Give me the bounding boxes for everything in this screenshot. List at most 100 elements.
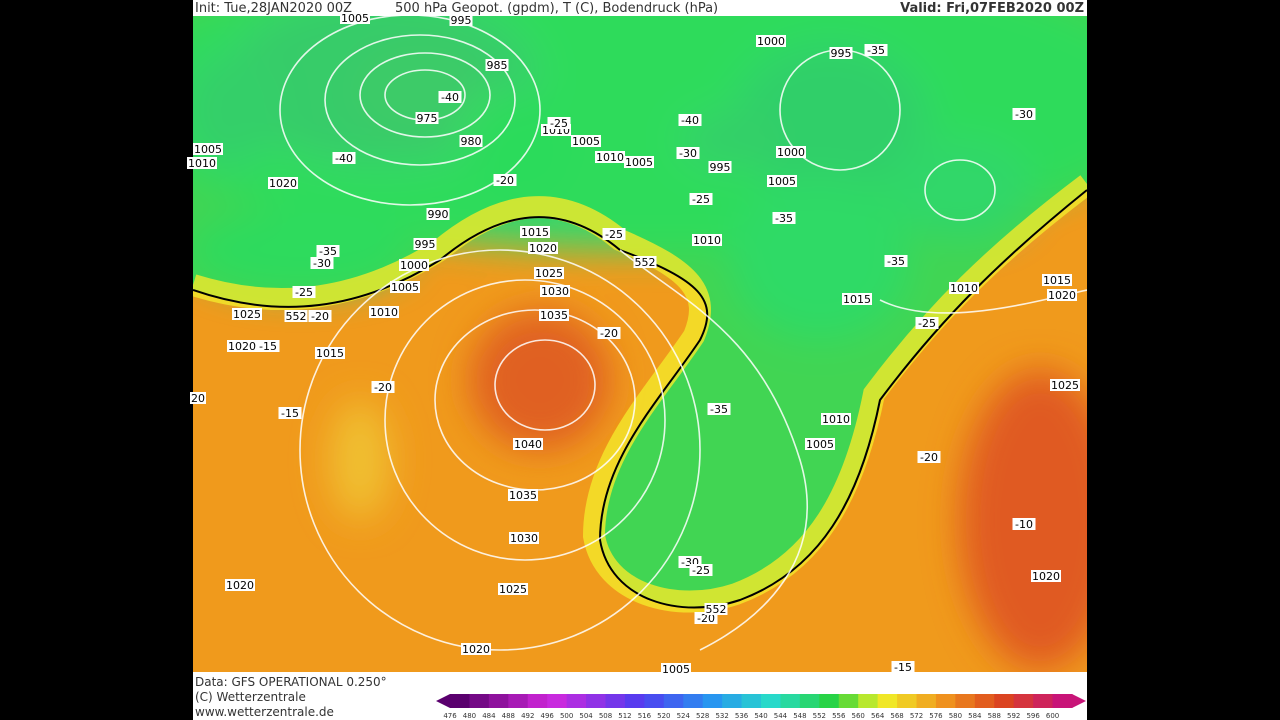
colorbar-tick: 492	[521, 712, 534, 720]
label-box	[508, 489, 538, 501]
map-label: 995	[415, 238, 436, 251]
label-box	[534, 267, 564, 279]
map-label: -15	[281, 407, 299, 420]
colorbar-tick: 596	[1026, 712, 1040, 720]
label-box	[692, 234, 722, 246]
label-box	[399, 259, 429, 271]
label-box	[315, 347, 345, 359]
colorbar-tick: 488	[502, 712, 515, 720]
colorbar-swatch	[586, 694, 606, 708]
colorbar-tick: 532	[715, 712, 728, 720]
label-box	[917, 451, 941, 463]
label-box	[772, 212, 796, 224]
label-box	[689, 564, 713, 576]
colorbar-tick: 588	[988, 712, 1001, 720]
map-label: -25	[605, 228, 623, 241]
label-box	[571, 135, 601, 147]
label-box	[891, 661, 915, 673]
label-box	[633, 256, 657, 268]
colorbar: 476 480 484 488 492 496 500 504 508 512 516 520 524 5…	[436, 694, 1086, 720]
label-box	[369, 306, 399, 318]
colorbar-swatch	[683, 694, 704, 708]
label-box	[842, 293, 872, 305]
label-box	[390, 281, 420, 293]
footer-url: www.wetterzentrale.de	[195, 705, 334, 719]
colorbar-tick: 536	[735, 712, 749, 720]
map-label: -35	[710, 403, 728, 416]
colorbar-tick: 592	[1007, 712, 1020, 720]
label-box	[1047, 289, 1077, 301]
label-box	[371, 381, 395, 393]
map-label: 1025	[499, 583, 527, 596]
label-box	[520, 226, 550, 238]
colorbar-swatch	[838, 694, 859, 708]
label-box	[426, 208, 450, 220]
colorbar-tick: 584	[968, 712, 982, 720]
label-box	[1042, 274, 1072, 286]
colorbar-tick: 580	[949, 712, 962, 720]
label-box	[413, 238, 437, 250]
label-box	[1012, 518, 1036, 530]
colorbar-tick: 600	[1046, 712, 1059, 720]
colorbar-swatch	[741, 694, 762, 708]
label-box	[493, 174, 517, 186]
colorbar-tick: 528	[696, 712, 709, 720]
map-label: -20	[374, 381, 392, 394]
label-box	[704, 603, 728, 615]
init-time: Init: Tue,28JAN2020 00Z	[195, 1, 352, 16]
label-box	[1031, 570, 1061, 582]
colorbar-tick: 572	[910, 712, 923, 720]
label-box	[756, 35, 786, 47]
map-label: 995	[831, 47, 852, 60]
colorbar-swatch	[916, 694, 937, 708]
label-box	[805, 438, 835, 450]
label-box	[485, 59, 509, 71]
map-label: 20	[191, 392, 205, 405]
label-box	[676, 147, 700, 159]
label-box	[776, 146, 806, 158]
colorbar-swatch	[897, 694, 917, 708]
map-label: 1010	[596, 151, 624, 164]
map-label: 1010	[822, 413, 850, 426]
label-box	[539, 309, 569, 321]
map-label: 980	[461, 135, 482, 148]
map-label: -30	[313, 257, 331, 270]
map-label: 1005	[391, 281, 419, 294]
map-label: -40	[335, 152, 353, 165]
colorbar-tick: 480	[463, 712, 476, 720]
map-label: 1000	[777, 146, 805, 159]
colorbar-tick: 520	[657, 712, 670, 720]
colorbar-tick: 544	[774, 712, 788, 720]
label-box	[707, 403, 731, 415]
footer-data: Data: GFS OPERATIONAL 0.250°	[195, 675, 387, 689]
map-label: 985	[487, 59, 508, 72]
label-box	[884, 255, 908, 267]
map-label: -25	[692, 564, 710, 577]
label-box	[1050, 379, 1080, 391]
label-box	[316, 245, 340, 257]
colorbar-tick: 516	[638, 712, 652, 720]
label-box	[602, 228, 626, 240]
label-box	[459, 135, 483, 147]
colorbar-tick: 512	[618, 712, 631, 720]
map-label: 1020	[226, 579, 254, 592]
colorbar-swatch	[799, 694, 820, 708]
label-box	[193, 143, 223, 155]
colorbar-swatch	[974, 694, 995, 708]
label-box	[624, 156, 654, 168]
map-label: -20	[496, 174, 514, 187]
colorbar-swatch	[761, 694, 781, 708]
colorbar-swatch	[819, 694, 840, 708]
label-box	[678, 114, 702, 126]
map-label: 1015	[843, 293, 871, 306]
colorbar-swatch	[624, 694, 645, 708]
label-box	[689, 193, 713, 205]
map-label: -15	[894, 661, 912, 674]
footer-copyright: (C) Wetterzentrale	[195, 690, 306, 704]
label-box	[187, 157, 217, 169]
colorbar-tick: 476	[443, 712, 457, 720]
map-title: 500 hPa Geopot. (gpdm), T (C), Bodendruc…	[395, 1, 718, 16]
colorbar-swatch	[858, 694, 879, 708]
colorbar-swatch	[527, 694, 548, 708]
